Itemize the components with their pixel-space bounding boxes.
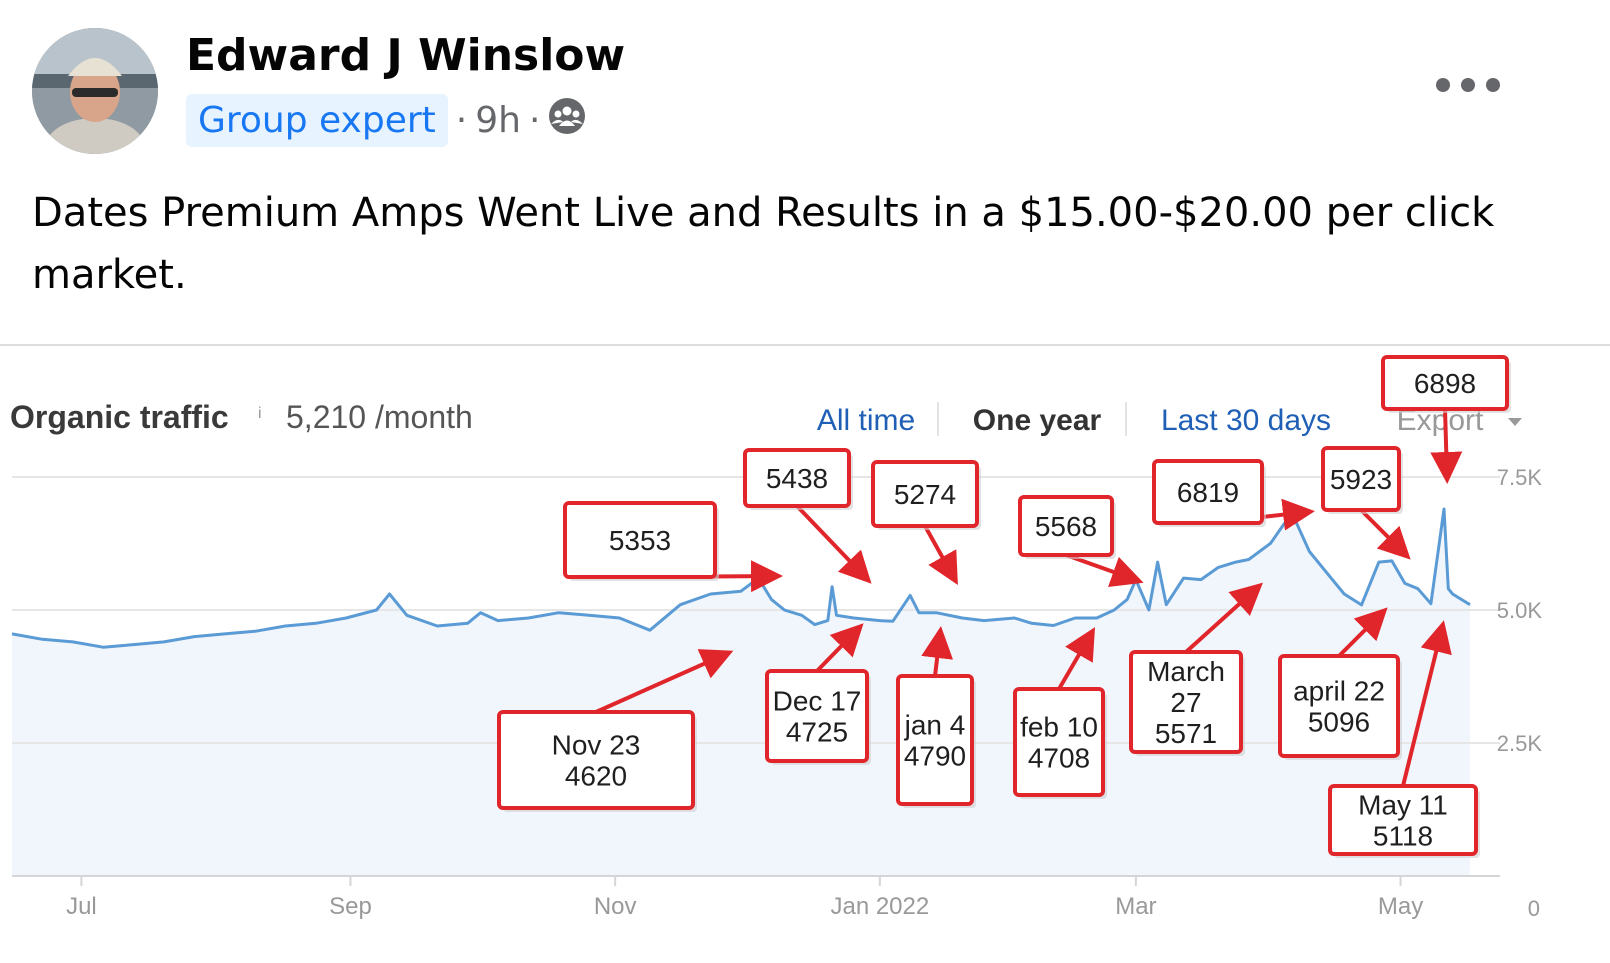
group-expert-badge[interactable]: Group expert	[186, 93, 448, 147]
annotation-arrow	[1401, 620, 1452, 787]
annotation-label: May 11	[1358, 790, 1448, 821]
annotation-label: 5353	[609, 525, 671, 556]
y-tick-label: 7.5K	[1497, 465, 1543, 490]
annotation-label: 5118	[1373, 821, 1433, 852]
y-tick-label: 0	[1528, 896, 1540, 921]
x-tick-label: Jan 2022	[830, 893, 929, 920]
x-tick-label: Sep	[329, 893, 372, 920]
annotation-label: 4708	[1028, 743, 1090, 774]
annotation-box	[896, 674, 974, 806]
x-tick-label: Nov	[594, 893, 637, 920]
annotation-label: 4725	[786, 717, 848, 748]
annotation-label: 4790	[904, 741, 966, 772]
chart-plot: Jul Sep Nov Jan 2022 Mar May 0 2.5K 5.0K 7.5K 6898…	[11, 355, 1543, 921]
author-name[interactable]: Edward J Winslow	[186, 30, 626, 81]
group-audience-icon[interactable]	[548, 97, 586, 144]
annotation-label: Dec 17	[773, 686, 862, 717]
annotation-arrow	[1184, 582, 1263, 654]
more-options-icon[interactable]	[1436, 70, 1500, 100]
post-time[interactable]: 9h	[475, 99, 521, 141]
annotation-label: 5438	[766, 463, 828, 494]
annotation-box	[563, 501, 717, 579]
separator-dot: ·	[528, 99, 541, 141]
annotation-label: 6819	[1177, 477, 1239, 508]
annotation-arrow	[923, 525, 958, 585]
annotation-label: april 22	[1293, 676, 1385, 707]
annotation-box	[1152, 459, 1264, 525]
annotation-label: March	[1147, 656, 1225, 687]
annotation-box	[1278, 654, 1400, 758]
annotation-arrow	[1359, 508, 1411, 560]
separator-dot: ·	[455, 99, 468, 141]
annotation-box	[1129, 650, 1243, 754]
annotation-box	[1018, 495, 1114, 557]
traffic-line	[11, 507, 1471, 649]
annotation-label: 6898	[1414, 368, 1476, 399]
annotation-arrow	[815, 623, 864, 673]
chevron-down-icon[interactable]	[1508, 418, 1522, 426]
info-icon[interactable]: i	[258, 405, 262, 422]
tab-last-30-days[interactable]: Last 30 days	[1161, 404, 1331, 437]
y-tick-label: 2.5K	[1497, 731, 1543, 756]
annotation-box	[1321, 446, 1401, 512]
organic-traffic-chart: Organic traffic i 5,210 /month All time …	[10, 355, 1543, 921]
x-tick-label: May	[1378, 893, 1423, 920]
annotation-arrow	[1057, 627, 1096, 691]
y-tick-label: 5.0K	[1497, 598, 1543, 623]
post-meta: Group expert · 9h ·	[186, 88, 586, 152]
traffic-summary: 5,210 /month	[286, 399, 473, 435]
annotation-label: 27	[1170, 687, 1201, 718]
annotation-label: Nov 23	[552, 730, 641, 761]
annotation-box	[765, 669, 869, 763]
annotation-box	[497, 710, 695, 810]
annotation-label: feb 10	[1020, 712, 1098, 743]
annotation-arrow	[595, 649, 734, 714]
annotation-box	[1328, 784, 1478, 856]
annotation-box	[1013, 687, 1105, 797]
tab-divider	[1125, 402, 1127, 436]
series-area	[12, 509, 1470, 876]
annotation-label: 5571	[1155, 718, 1217, 749]
annotation-box	[1381, 355, 1509, 411]
avatar[interactable]	[32, 28, 158, 154]
annotation-box	[871, 460, 979, 528]
annotation-arrow	[921, 626, 954, 677]
annotation-arrow	[1337, 607, 1388, 658]
tab-one-year[interactable]: One year	[973, 404, 1102, 437]
tab-divider	[937, 402, 939, 436]
annotation-label: 4620	[565, 761, 627, 792]
tab-all-time[interactable]: All time	[817, 404, 915, 437]
annotation-label: jan 4	[904, 710, 966, 741]
post-text: Dates Premium Amps Went Live and Results…	[32, 190, 1495, 298]
annotation-label: 5274	[894, 479, 956, 510]
annotation-label: 5096	[1308, 707, 1370, 738]
annotation-label: 5568	[1035, 511, 1097, 542]
annotation-label: 5923	[1330, 464, 1392, 495]
annotation-arrow	[795, 504, 872, 584]
x-tick-label: Jul	[66, 893, 97, 920]
chart-title: Organic traffic	[10, 399, 229, 435]
annotation-arrow	[1430, 408, 1463, 484]
annotation-arrow	[1065, 553, 1144, 587]
annotation-box	[743, 448, 851, 508]
post-header: Edward J Winslow Group expert · 9h ·	[0, 0, 1610, 180]
x-tick-label: Mar	[1115, 893, 1156, 920]
chart-image: Organic traffic i 5,210 /month All time …	[0, 344, 1610, 960]
